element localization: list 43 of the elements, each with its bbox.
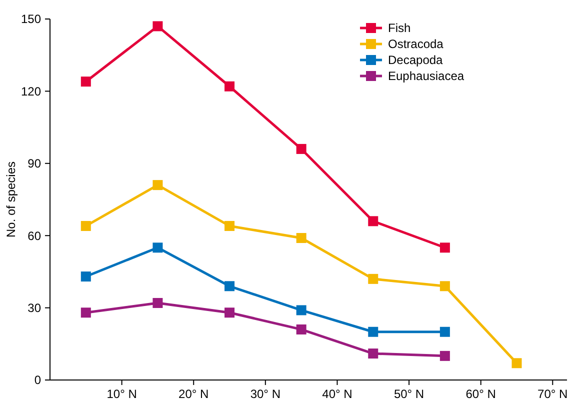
x-tick-label: 50° N [394, 387, 424, 401]
point [80, 308, 91, 318]
x-tick-label: 10° N [106, 387, 137, 401]
y-axis-title: No. of species [4, 161, 18, 238]
point [440, 242, 450, 253]
legend-label: Euphausiacea [388, 69, 464, 84]
legend-label: Decapoda [388, 53, 444, 68]
point [224, 281, 235, 292]
point [440, 281, 450, 292]
point [152, 21, 163, 32]
y-tick-label: 120 [20, 84, 42, 98]
y-tick-label: 30 [28, 301, 42, 315]
point [224, 220, 235, 231]
point [296, 144, 306, 154]
x-tick-label: 30° N [250, 387, 280, 401]
point [152, 180, 163, 190]
point [512, 358, 522, 368]
point [368, 216, 378, 226]
y-tick-label: 150 [20, 12, 42, 26]
legend-label: Ostracoda [388, 37, 444, 52]
x-tick-label: 20° N [178, 387, 209, 401]
x-tick-label: 60° N [466, 387, 496, 401]
y-tick-label: 0 [34, 373, 42, 388]
legend-label: Fish [388, 21, 411, 36]
x-tick-label: 70° N [538, 387, 568, 401]
point [368, 274, 378, 284]
point [80, 76, 91, 87]
point [152, 242, 163, 253]
y-tick-label: 90 [28, 156, 42, 171]
point [80, 272, 91, 282]
point [296, 233, 306, 244]
y-tick-label: 60 [28, 228, 42, 243]
point [152, 298, 163, 308]
point [80, 220, 91, 231]
point [296, 324, 306, 334]
point [368, 326, 378, 337]
point [296, 305, 306, 316]
point [368, 348, 378, 359]
point [224, 81, 235, 92]
point [440, 326, 450, 337]
point [440, 350, 450, 361]
x-tick-label: 40° N [322, 387, 352, 401]
point [224, 308, 235, 318]
